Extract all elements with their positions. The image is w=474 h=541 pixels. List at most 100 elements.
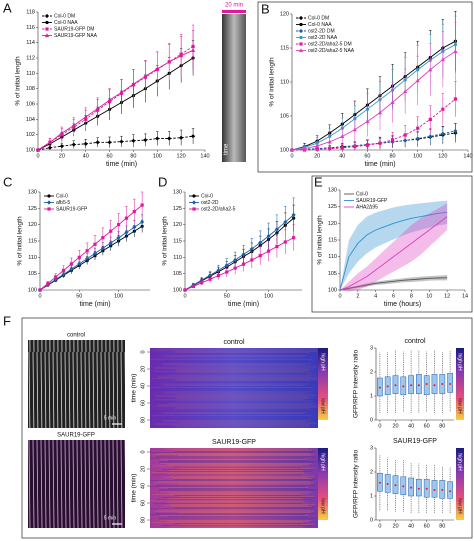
marker: [77, 255, 81, 259]
marker: [69, 262, 74, 266]
marker: [116, 223, 121, 227]
marker: [403, 133, 407, 137]
y-axis-label: GFP/RFP intensity ratio: [353, 350, 360, 419]
marker: [315, 143, 320, 148]
x-tick-label: 0: [38, 293, 41, 299]
marker: [453, 49, 458, 53]
marker: [365, 143, 370, 147]
legend-label: Col-0: [356, 191, 368, 197]
y-axis-label: % of initial length: [17, 216, 24, 266]
median: [433, 489, 436, 491]
marker: [241, 262, 246, 266]
marker: [275, 244, 279, 249]
median: [410, 486, 413, 489]
y-tick-label: 100: [26, 147, 35, 153]
image-label: control: [67, 333, 85, 339]
marker: [132, 210, 136, 214]
marker: [109, 229, 113, 233]
median: [449, 383, 452, 385]
marker: [283, 240, 287, 244]
median: [402, 385, 405, 388]
marker: [250, 258, 254, 262]
chart-title: control: [404, 338, 425, 345]
y-tick-label: 100: [28, 287, 37, 293]
marker: [216, 274, 221, 278]
x-tick-label: 0: [338, 293, 341, 299]
y-tick-label: 115: [328, 237, 337, 243]
y-tick-label: 105: [328, 271, 337, 277]
panel-label: F: [3, 313, 11, 328]
x-tick-label: 80: [439, 423, 445, 429]
marker: [340, 146, 344, 150]
x-tick-label: 8: [410, 293, 413, 299]
heatmap: [150, 348, 318, 428]
panel-label: D: [158, 174, 167, 189]
legend-label: Col-0 NAA: [308, 22, 332, 28]
marker: [292, 236, 296, 240]
colorbar: [318, 348, 328, 420]
median: [417, 384, 420, 387]
marker: [38, 288, 42, 292]
x-tick-label: 60: [424, 523, 430, 529]
marker: [59, 130, 64, 135]
y-tick-label: 2: [370, 469, 373, 475]
marker: [190, 48, 196, 52]
marker: [390, 138, 395, 142]
y-tick-label: 3: [370, 345, 373, 351]
kymograph: [28, 340, 125, 428]
marker: [44, 13, 50, 19]
x-axis-label: time (hours): [384, 301, 421, 308]
x-tick-label: 0: [290, 153, 293, 159]
y-tick-label: 60: [140, 400, 146, 406]
marker: [71, 123, 76, 128]
median: [433, 384, 436, 387]
y-tick-label: 130: [28, 189, 37, 195]
colorbar-label: low pH: [457, 498, 463, 514]
y-axis-label: % of initial length: [15, 56, 22, 106]
legend-label: ost2-2D/aha2-5: [201, 206, 236, 212]
y-tick-label: 100: [280, 147, 289, 153]
scale-label: 5 min: [104, 415, 116, 421]
marker: [131, 81, 136, 86]
x-tick-label: 100: [413, 153, 422, 159]
y-tick-label: 60: [140, 500, 146, 506]
legend-label: ost2-2D/aha2-5 NAA: [308, 48, 355, 54]
marker: [47, 194, 51, 198]
y-tick-label: 102: [26, 132, 35, 138]
y-tick-label: 114: [26, 40, 35, 46]
heatmap: [150, 448, 318, 528]
x-tick-label: 80: [390, 153, 396, 159]
marker: [428, 134, 433, 139]
marker: [83, 141, 88, 146]
axis-label: time (min): [131, 474, 138, 503]
marker: [390, 100, 395, 104]
y-tick-label: 40: [140, 383, 146, 389]
series-line: [37, 57, 194, 151]
x-tick-label: 80: [439, 523, 445, 529]
marker: [365, 119, 370, 124]
legend-label: SAUR19-GFP NAA: [54, 33, 98, 39]
panel-frame: [21, 317, 473, 539]
x-tick-label: 20: [392, 423, 398, 429]
marker: [274, 227, 280, 232]
marker: [327, 139, 332, 144]
x-tick-label: 20: [314, 153, 320, 159]
x-axis-label: time (min): [364, 161, 395, 168]
marker: [192, 194, 196, 198]
y-tick-label: 115: [28, 238, 37, 244]
marker: [298, 15, 304, 21]
legend-label: ost2-2D/aha2-5 DM: [308, 41, 352, 47]
y-axis-label: % of initial length: [162, 216, 169, 266]
marker: [179, 135, 184, 140]
marker: [140, 203, 144, 207]
x-tick-label: 0: [36, 153, 39, 159]
marker: [124, 230, 129, 235]
marker: [95, 140, 100, 145]
marker: [47, 140, 53, 144]
panel-label: C: [3, 174, 12, 189]
marker: [61, 268, 66, 272]
y-tick-label: 110: [28, 255, 37, 261]
y-tick-label: 105: [280, 113, 289, 119]
marker: [289, 147, 295, 152]
marker: [440, 57, 445, 62]
